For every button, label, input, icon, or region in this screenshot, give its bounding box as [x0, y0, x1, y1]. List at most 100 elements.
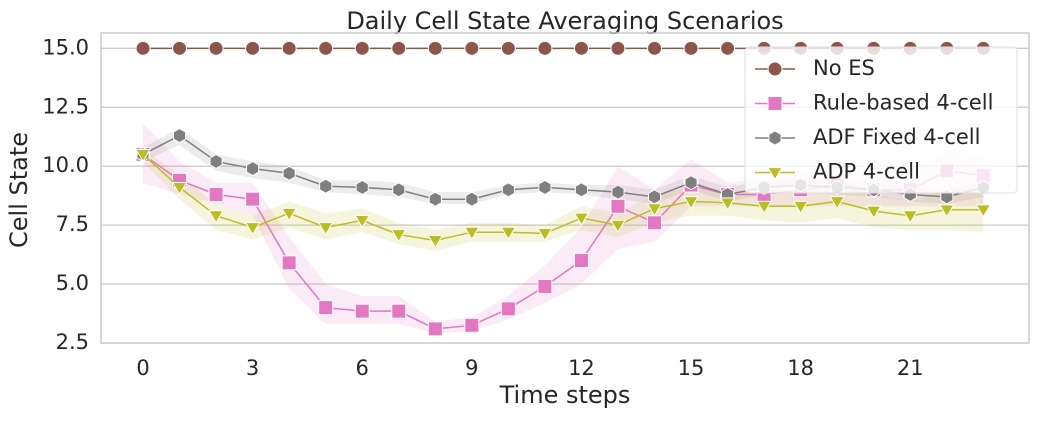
point	[537, 227, 553, 242]
chart-title: Daily Cell State Averaging Scenarios	[346, 7, 783, 35]
point	[647, 189, 662, 205]
point	[684, 175, 698, 191]
y-tick-label: 12.5	[42, 94, 89, 118]
legend-label: ADP 4-cell	[813, 160, 920, 184]
point	[319, 178, 333, 194]
point	[465, 191, 479, 207]
legend-marker	[767, 61, 783, 77]
point	[500, 40, 516, 56]
point	[208, 40, 224, 56]
point	[610, 40, 626, 56]
point	[390, 229, 407, 243]
confidence-band	[143, 123, 984, 334]
point	[317, 222, 334, 236]
legend-label: ADF Fixed 4-cell	[813, 125, 980, 149]
legend: No ES Rule-based 4-cell ADF Fixed 4-cell AD…	[744, 46, 1018, 194]
x-tick-label: 0	[136, 356, 149, 380]
point	[902, 210, 919, 224]
point	[501, 182, 515, 198]
point	[208, 210, 224, 224]
point	[610, 198, 626, 214]
x-tick-label: 9	[465, 356, 478, 380]
point	[392, 182, 406, 198]
point	[538, 179, 552, 195]
point	[865, 205, 882, 219]
point	[281, 207, 298, 222]
point	[244, 222, 261, 236]
x-axis-label: Time steps	[499, 381, 631, 409]
point	[756, 200, 772, 215]
point	[318, 40, 334, 56]
y-tick-label: 7.5	[56, 212, 89, 236]
point	[135, 40, 151, 56]
point	[245, 191, 261, 207]
x-tick-label: 21	[897, 356, 924, 380]
point	[208, 186, 224, 202]
point	[391, 303, 407, 319]
point	[427, 321, 443, 337]
legend-label: Rule-based 4-cell	[813, 91, 993, 115]
point	[246, 160, 260, 177]
point	[537, 278, 553, 294]
point	[719, 197, 736, 211]
point	[573, 252, 589, 268]
y-axis-label: Cell State	[5, 132, 33, 248]
point	[464, 317, 480, 333]
series-line	[142, 153, 984, 242]
point	[209, 153, 223, 170]
point	[611, 184, 625, 200]
point	[354, 40, 370, 56]
point	[464, 40, 480, 56]
point	[975, 204, 992, 218]
y-tick-label: 15.0	[42, 35, 89, 59]
point	[574, 182, 589, 198]
x-tick-label: 3	[246, 356, 259, 380]
point	[354, 303, 370, 319]
point	[647, 215, 663, 231]
legend-marker	[767, 96, 783, 111]
y-tick-label: 2.5	[56, 330, 89, 354]
point	[427, 235, 444, 249]
point	[500, 301, 516, 317]
point	[172, 127, 187, 144]
point	[282, 165, 296, 181]
point	[829, 196, 846, 210]
legend-box	[744, 46, 1018, 194]
y-tick-label: 5.0	[56, 271, 89, 295]
point	[245, 40, 261, 56]
point	[792, 200, 809, 215]
plot-frame	[100, 32, 1030, 344]
point	[537, 40, 553, 56]
point	[573, 40, 589, 56]
point	[427, 40, 443, 56]
legend-marker	[768, 130, 782, 146]
point	[573, 212, 590, 227]
point	[172, 40, 188, 56]
point	[281, 255, 297, 271]
point	[500, 226, 517, 241]
point	[318, 300, 334, 316]
point	[720, 40, 736, 56]
x-tick-label: 6	[356, 356, 369, 380]
point	[281, 40, 297, 56]
point	[354, 215, 371, 229]
x-tick-label: 15	[678, 356, 705, 380]
legend-marker	[767, 167, 783, 181]
point	[391, 40, 407, 56]
point	[171, 182, 188, 196]
point	[610, 219, 626, 234]
point	[428, 191, 442, 207]
confidence-band	[143, 147, 984, 252]
x-tick-label: 12	[568, 356, 595, 380]
point	[938, 204, 955, 218]
point	[355, 179, 369, 195]
x-tick-label: 18	[787, 356, 814, 380]
point	[647, 40, 663, 56]
point	[646, 203, 663, 217]
legend-label: No ES	[813, 56, 875, 80]
point	[135, 149, 151, 163]
point	[683, 196, 699, 210]
point	[683, 40, 699, 56]
y-tick-label: 10.0	[42, 153, 89, 177]
